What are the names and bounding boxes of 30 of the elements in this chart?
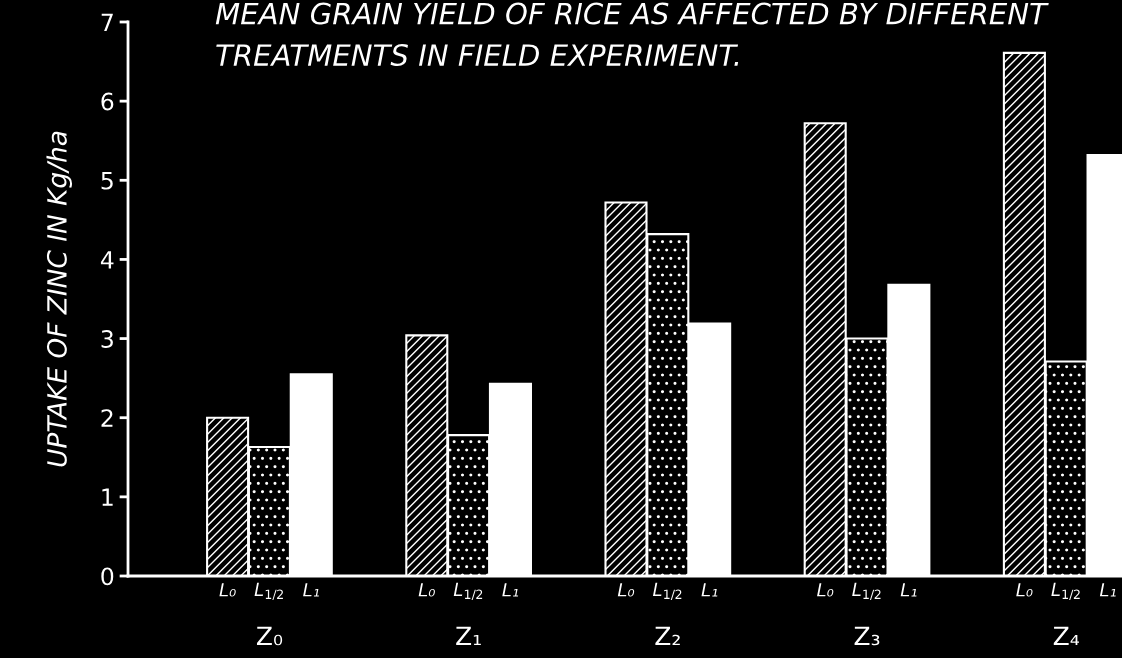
- y-tick-label: 1: [102, 488, 113, 506]
- text: L$_{1/2}$: [1051, 582, 1080, 601]
- text: L$_{1/2}$: [453, 582, 483, 601]
- x-tick-label: Z₀: [256, 626, 283, 646]
- series-label: L$_{1/2}$: [254, 582, 283, 601]
- y-tick-label: 0: [101, 567, 114, 586]
- text: L₁: [1099, 583, 1116, 597]
- text: L₁: [502, 583, 519, 597]
- x-tick-label: Z₁: [456, 626, 481, 646]
- y-tick-label: 3: [101, 330, 113, 348]
- text: L₁: [900, 583, 917, 597]
- text: L$_{1/2}$: [852, 582, 881, 601]
- y-tick-label: 4: [100, 251, 114, 269]
- text: L₁: [701, 583, 718, 597]
- series-label: L₀: [219, 583, 236, 597]
- y-tick-label: 5: [101, 172, 113, 190]
- text: L₀: [418, 583, 435, 597]
- text: L₀: [1016, 583, 1033, 597]
- y-tick-label: 2: [101, 409, 113, 427]
- chart-title: MEAN GRAIN YIELD OF RICE AS AFFECTED BY DIFFERENT TREATMENTS IN FIELD EXPERIMENT.: [215, 2, 1049, 67]
- x-tick-label: Z₂: [655, 626, 680, 646]
- y-tick-label: 7: [101, 13, 113, 31]
- x-tick-label: Z₃: [854, 626, 880, 646]
- text: L$_{1/2}$: [652, 582, 682, 601]
- y-axis-title: UPTAKE OF ZINC IN Kg/ha: [46, 131, 73, 467]
- text: L₀: [617, 583, 635, 597]
- y-tick-label: 6: [101, 92, 114, 111]
- text: L₀: [817, 583, 834, 597]
- x-tick-label: Z₄: [1053, 626, 1080, 646]
- series-label: L₁: [303, 583, 319, 597]
